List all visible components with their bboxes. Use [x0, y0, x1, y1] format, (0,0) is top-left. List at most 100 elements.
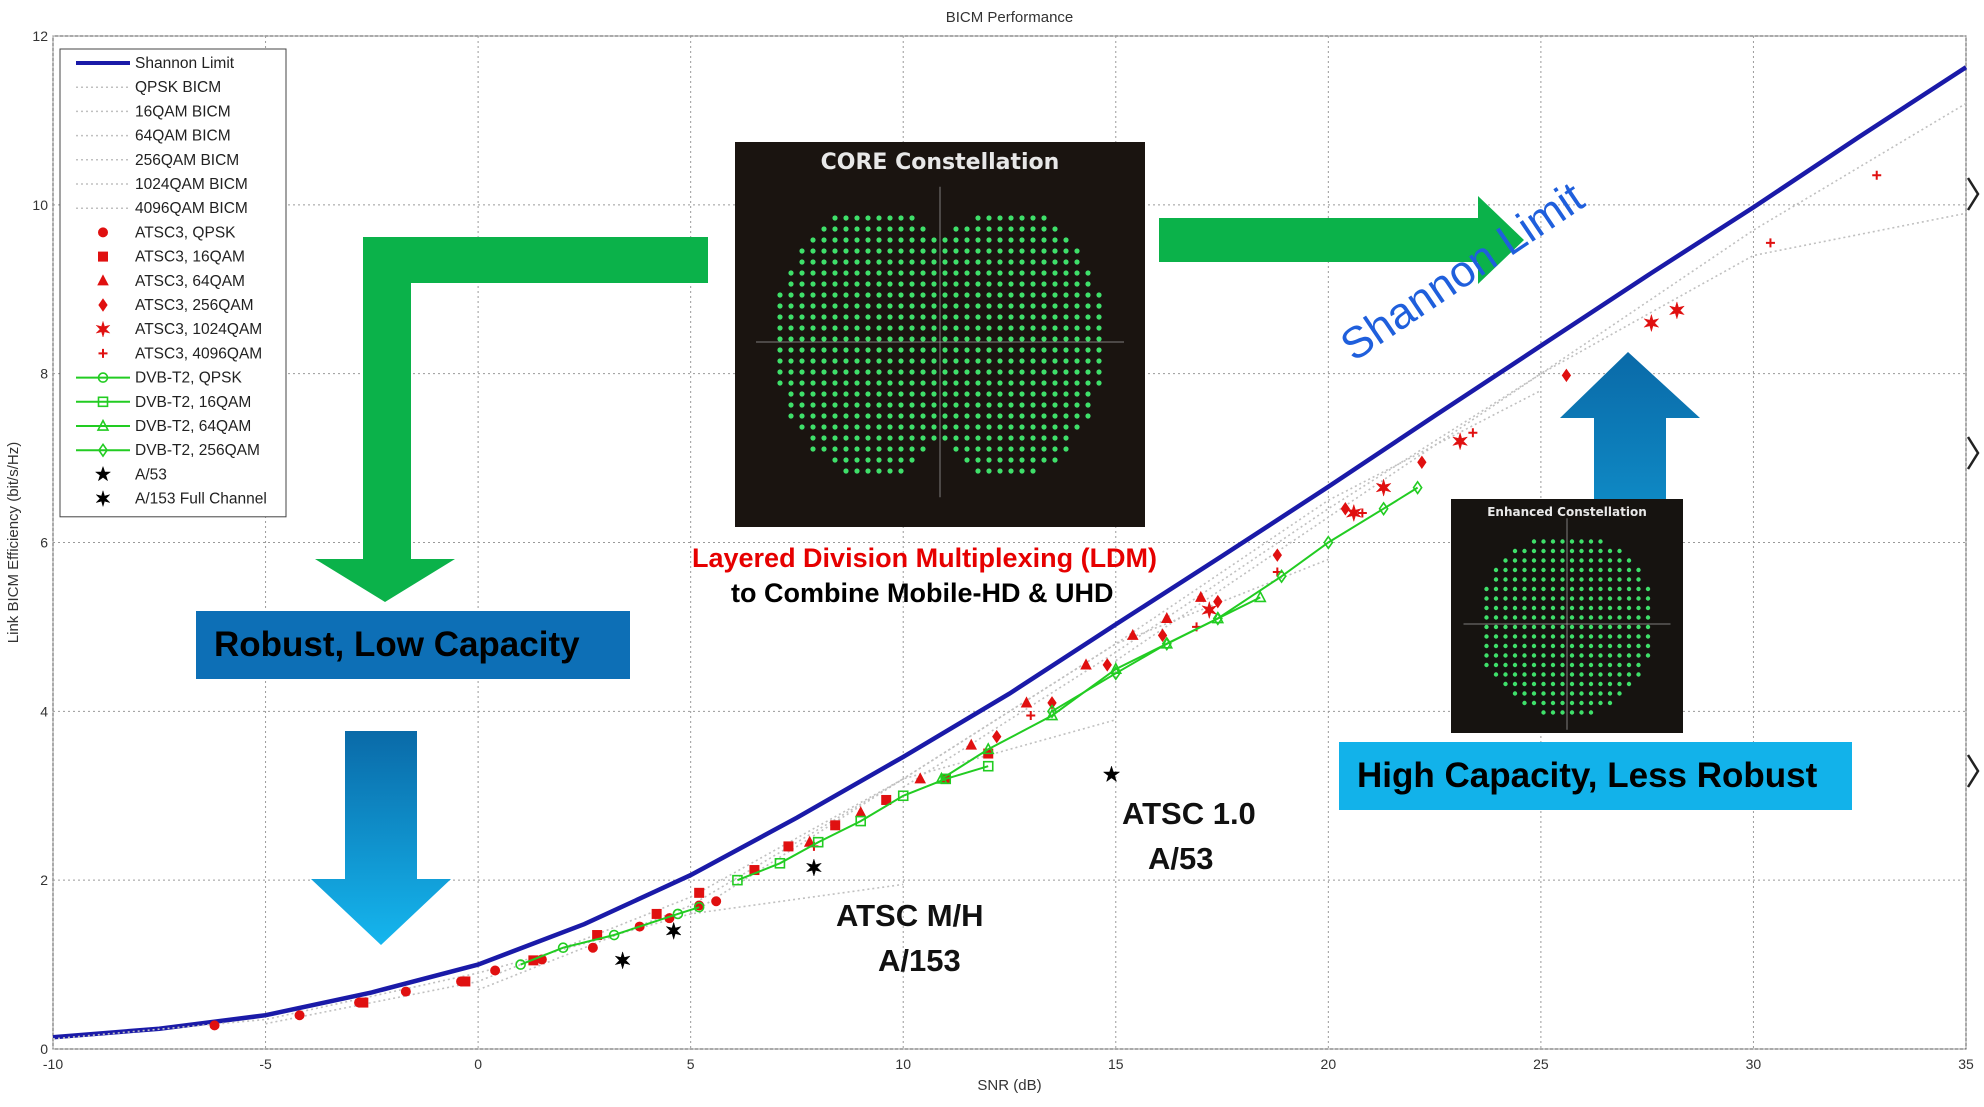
x-tick-label: 25 — [1533, 1056, 1549, 1072]
constellation-point — [799, 413, 805, 419]
constellation-point — [942, 248, 948, 254]
atsc3-64qam-point — [1020, 696, 1033, 708]
constellation-point — [997, 413, 1003, 419]
constellation-point — [876, 424, 882, 430]
constellation-point — [1636, 653, 1641, 658]
legend-marker — [96, 418, 110, 431]
constellation-point — [1541, 662, 1546, 668]
legend-marker — [97, 274, 109, 286]
constellation-point — [898, 336, 904, 342]
constellation-point — [1607, 558, 1613, 563]
constellation-point — [1588, 691, 1594, 696]
constellation-point — [986, 380, 992, 386]
dvb-t2-256qam-point — [1046, 704, 1058, 719]
constellation-point — [1019, 391, 1025, 397]
legend-entry: DVB-T2, 64QAM — [135, 418, 251, 435]
constellation-point — [1052, 237, 1058, 243]
constellation-point — [887, 303, 893, 309]
constellation-point — [1531, 672, 1537, 677]
ldm-label-line1: Layered Division Multiplexing (LDM) — [692, 543, 1158, 573]
constellation-point — [1052, 435, 1058, 441]
constellation-point — [887, 424, 893, 430]
constellation-point — [1588, 577, 1594, 582]
constellation-point — [975, 468, 981, 474]
constellation-point — [1579, 653, 1584, 658]
constellation-point — [832, 314, 838, 320]
constellation-point — [1541, 548, 1546, 554]
y-tick-label: 6 — [40, 535, 48, 551]
constellation-point — [876, 303, 882, 309]
constellation-point — [997, 292, 1003, 298]
constellation-point — [843, 292, 849, 298]
constellation-point — [964, 303, 970, 309]
constellation-point — [865, 347, 871, 353]
chart-title: BICM Performance — [946, 9, 1074, 26]
constellation-point — [865, 446, 871, 452]
constellation-point — [1484, 643, 1489, 649]
constellation-point — [1598, 577, 1603, 582]
constellation-point — [964, 336, 970, 342]
constellation-point — [1063, 358, 1069, 364]
constellation-point — [1041, 248, 1047, 254]
constellation-point — [975, 336, 981, 342]
constellation-point — [1030, 215, 1036, 221]
constellation-point — [1063, 248, 1069, 254]
constellation-point — [876, 391, 882, 397]
constellation-point — [1607, 596, 1613, 601]
constellation-point — [1008, 281, 1014, 287]
constellation-point — [986, 402, 992, 408]
constellation-point — [1503, 653, 1508, 658]
constellation-point — [1550, 681, 1556, 687]
constellation-point — [1522, 634, 1527, 639]
constellation-point — [931, 248, 937, 254]
constellation-point — [953, 380, 959, 386]
constellation-point — [1512, 634, 1518, 639]
constellation-point — [1569, 605, 1575, 611]
legend-marker — [94, 465, 112, 482]
constellation-point — [1522, 672, 1527, 677]
atsc3-1024qam-point — [1345, 503, 1362, 523]
constellation-point — [997, 391, 1003, 397]
constellation-point — [942, 237, 948, 243]
constellation-point — [1560, 653, 1565, 658]
constellation-point — [898, 226, 904, 232]
constellation-point — [1569, 681, 1575, 687]
constellation-point — [832, 281, 838, 287]
constellation-point — [1063, 347, 1069, 353]
legend-entry: ATSC3, 16QAM — [135, 249, 245, 266]
constellation-point — [1493, 662, 1499, 668]
legend-entry: DVB-T2, 16QAM — [135, 394, 251, 411]
constellation-point — [898, 402, 904, 408]
constellation-point — [1030, 391, 1036, 397]
constellation-point — [887, 468, 893, 474]
constellation-point — [1531, 634, 1537, 639]
constellation-point — [1019, 435, 1025, 441]
atsc3-16qam-point — [830, 820, 841, 831]
constellation-point — [1030, 380, 1036, 386]
constellation-point — [1579, 681, 1584, 687]
dvb-t2-256qam-point — [1323, 535, 1334, 550]
constellation-point — [854, 259, 860, 265]
high-capacity-text: High Capacity, Less Robust — [1357, 756, 1818, 795]
constellation-point — [1560, 567, 1565, 573]
constellation-point — [832, 424, 838, 430]
constellation-point — [1019, 358, 1025, 364]
constellation-point — [1598, 700, 1603, 706]
constellation-point — [1636, 615, 1641, 620]
constellation-point — [898, 303, 904, 309]
legend-entry: A/153 Full Channel — [135, 491, 267, 508]
constellation-point — [865, 215, 871, 221]
constellation-point — [920, 303, 926, 309]
legend-entry: ATSC3, 256QAM — [135, 297, 254, 314]
constellation-point — [964, 413, 970, 419]
constellation-point — [920, 325, 926, 331]
constellation-point — [986, 314, 992, 320]
constellation-point — [1096, 358, 1102, 364]
constellation-point — [821, 270, 827, 276]
constellation-point — [788, 336, 794, 342]
constellation-point — [1636, 662, 1641, 668]
constellation-point — [1030, 259, 1036, 265]
constellation-point — [1636, 643, 1641, 649]
constellation-point — [1645, 624, 1651, 630]
constellation-point — [821, 259, 827, 265]
